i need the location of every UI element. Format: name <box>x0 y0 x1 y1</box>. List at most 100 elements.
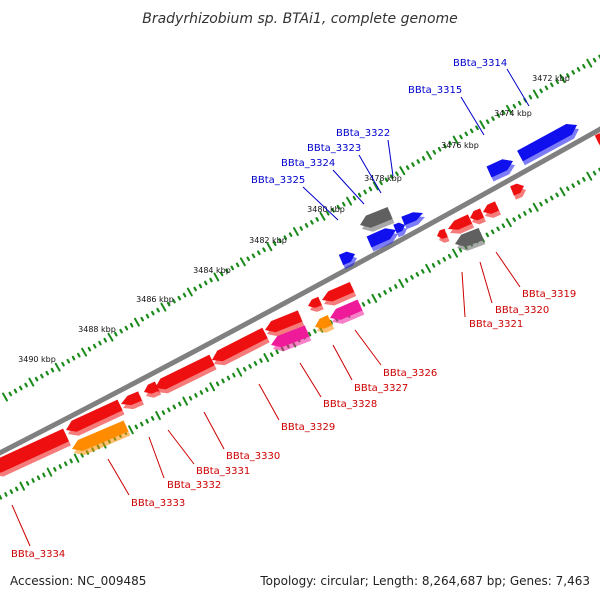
inner-tick-mark <box>437 260 441 265</box>
inner-tick-mark <box>178 401 182 407</box>
outer-tick-mark <box>24 382 28 388</box>
outer-tick-mark <box>576 66 581 72</box>
inner-tick-mark <box>447 253 452 259</box>
outer-tick-mark <box>459 134 463 140</box>
inner-tick-mark <box>415 272 420 277</box>
outer-tick-mark <box>50 367 55 373</box>
outer-tick-mark <box>8 391 13 397</box>
outer-tick-mark <box>124 325 129 331</box>
gene-label-reverse: BBta_3328 <box>323 399 377 410</box>
outer-tick-mark <box>278 238 282 243</box>
inner-tick-mark <box>313 328 317 334</box>
inner-tick-mark <box>199 390 204 395</box>
inner-tick-mark <box>19 481 25 491</box>
outer-tick-mark <box>235 262 240 268</box>
outer-tick-mark <box>134 317 140 327</box>
outer-tick-mark <box>582 63 586 69</box>
outer-tick-mark <box>426 150 432 160</box>
gene-label-reverse: BBta_3332 <box>167 480 221 491</box>
gene-arrow-forward <box>393 222 405 234</box>
inner-tick-mark <box>586 171 593 181</box>
inner-tick-mark <box>161 410 166 415</box>
outer-tick-mark <box>368 186 373 192</box>
inner-tick-mark <box>188 396 193 401</box>
outer-tick-mark <box>193 286 197 292</box>
inner-tick-mark <box>501 223 506 228</box>
outer-tick-mark <box>257 250 261 256</box>
inner-tick-mark <box>383 290 387 295</box>
inner-tick-mark <box>505 218 512 228</box>
gene-arrow-reverse <box>330 299 363 320</box>
scale-label: 3476 kbp <box>441 141 479 150</box>
leader-line <box>258 383 280 421</box>
gene-arrow-reverse <box>322 282 355 302</box>
outer-tick-mark <box>372 181 379 191</box>
outer-tick-mark <box>182 292 187 298</box>
outer-tick-mark <box>119 328 123 334</box>
inner-tick-mark <box>128 425 134 435</box>
leader-line <box>332 169 365 205</box>
inner-tick-mark <box>431 263 436 268</box>
inner-tick-mark <box>4 492 8 497</box>
outer-tick-mark <box>304 223 309 228</box>
scale-label: 3472 kbp <box>532 74 570 83</box>
outer-tick-row <box>2 54 600 402</box>
gene-label-reverse: BBta_3327 <box>354 383 408 394</box>
outer-tick-mark <box>363 189 367 195</box>
gene-arrow-reverse <box>308 296 322 308</box>
leader-line <box>107 458 130 496</box>
inner-tick-mark <box>145 418 149 424</box>
inner-tick-mark <box>549 195 554 201</box>
gene-arrow-reverse <box>483 201 499 214</box>
inner-tick-mark <box>140 421 144 427</box>
outer-tick-mark <box>319 211 326 221</box>
leader-line <box>203 411 225 450</box>
inner-tick-mark <box>36 475 41 481</box>
outer-tick-mark <box>28 377 35 387</box>
outer-tick-mark <box>172 298 176 304</box>
outer-tick-mark <box>485 119 490 125</box>
gene-arrow-forward <box>486 159 513 178</box>
inner-tick-mark <box>9 489 14 494</box>
inner-tick-mark <box>398 278 405 288</box>
inner-tick-mark <box>410 275 414 280</box>
outer-tick-mark <box>346 196 353 206</box>
inner-tick-mark <box>58 464 63 469</box>
gene-label-forward: BBta_3325 <box>251 175 305 186</box>
outer-tick-mark <box>559 74 566 84</box>
outer-tick-mark <box>331 208 335 213</box>
gene-label-reverse: BBta_3331 <box>196 466 250 477</box>
outer-tick-mark <box>71 355 76 361</box>
outer-tick-mark <box>293 227 299 236</box>
outer-tick-mark <box>54 362 61 372</box>
gene-arrow-reverse <box>265 310 303 333</box>
inner-tick-mark <box>528 208 533 213</box>
outer-tick-mark <box>411 162 415 167</box>
inner-tick-mark <box>367 299 371 304</box>
outer-tick-mark <box>443 143 447 149</box>
outer-tick-mark <box>448 140 453 146</box>
inner-tick-mark <box>377 293 382 298</box>
inner-tick-mark <box>565 186 570 191</box>
gene-arrow-forward <box>360 207 393 228</box>
outer-tick-mark <box>13 388 18 394</box>
gene-label-reverse: BBta_3319 <box>522 289 576 300</box>
leader-line <box>167 429 195 465</box>
leader-line <box>479 261 493 304</box>
inner-tick-mark <box>421 269 425 274</box>
inner-tick-mark <box>194 393 198 398</box>
outer-tick-mark <box>66 358 71 364</box>
inner-tick-mark <box>63 461 68 467</box>
gene-arrow-reverse <box>72 420 129 451</box>
outer-tick-mark <box>315 217 319 222</box>
outer-tick-mark <box>251 253 256 259</box>
outer-tick-mark <box>452 135 459 145</box>
outer-tick-mark <box>113 331 118 337</box>
outer-tick-mark <box>512 103 517 109</box>
leader-line <box>148 436 165 479</box>
gene-label-forward: BBta_3323 <box>307 143 361 154</box>
inner-tick-mark <box>371 293 378 303</box>
outer-tick-mark <box>186 287 193 297</box>
inner-tick-mark <box>458 247 463 253</box>
inner-tick-mark <box>512 217 517 222</box>
